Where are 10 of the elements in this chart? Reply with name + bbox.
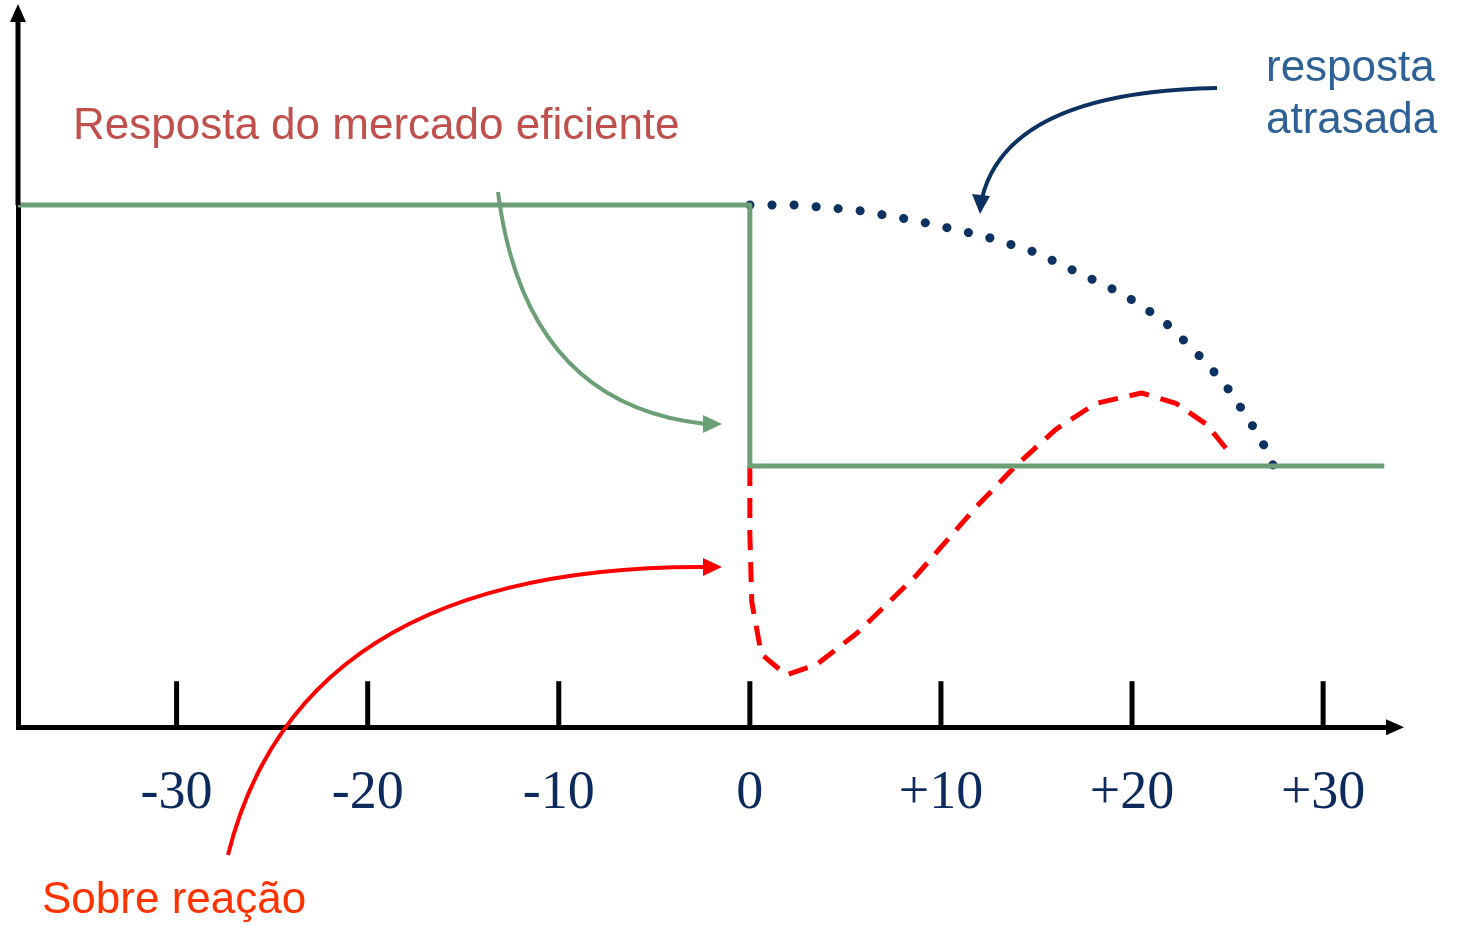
- x-tick-label: +30: [1280, 759, 1366, 820]
- x-tick-label: +20: [1089, 759, 1175, 820]
- text: Resposta do mercado eficiente: [73, 98, 680, 150]
- text: resposta atrasada: [1266, 40, 1438, 144]
- x-tick-label: -20: [331, 759, 404, 820]
- x-tick-label: +10: [898, 759, 984, 820]
- x-tick-label: -30: [140, 759, 213, 820]
- x-tick-label: -10: [522, 759, 595, 820]
- x-tick-label: 0: [736, 759, 764, 820]
- text: Sobre reação: [42, 872, 307, 924]
